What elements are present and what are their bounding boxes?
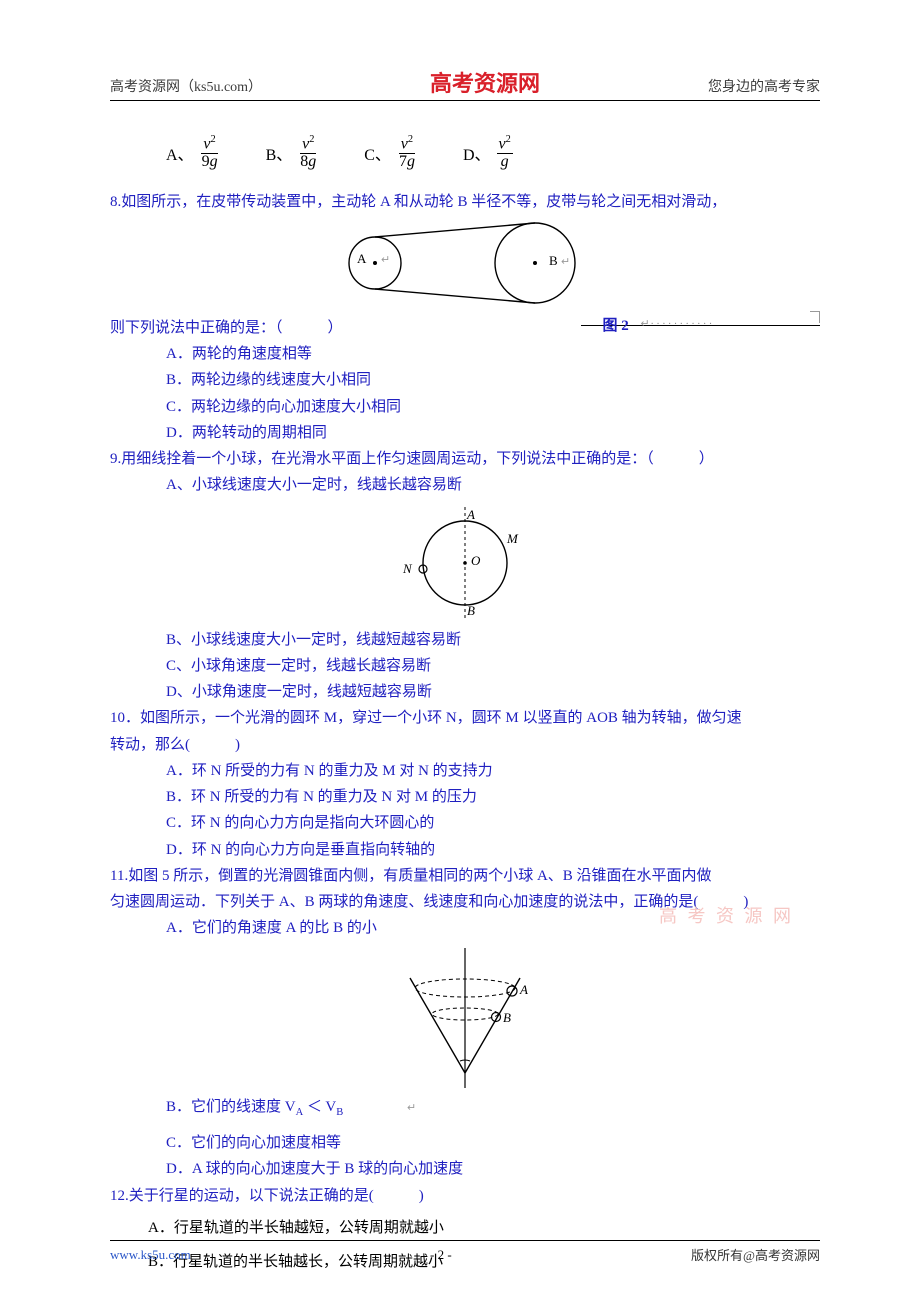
fig2-subtext: · · · · · · · · · · · [651, 319, 713, 330]
q10-stem: 10．如图所示，一个光滑的圆环 M，穿过一个小环 N，圆环 M 以竖直的 AOB… [110, 705, 820, 731]
cone-label-a: A [520, 982, 528, 998]
q7-options: A、 v2 9g B、 v2 8g C、 v2 7g D、 v2 g [110, 135, 820, 171]
q10-opt-d: D．环 N 的向心力方向是垂直指向转轴的 [110, 837, 820, 863]
q7-option-b: B、 v2 8g [266, 135, 319, 171]
q10-opt-c: C．环 N 的向心力方向是指向大环圆心的 [110, 810, 820, 836]
header-logo-text: 高考资源网 [430, 66, 540, 98]
fig2-enter: ↵ [641, 317, 650, 330]
footer-url: www.ks5u.com [110, 1247, 191, 1263]
q12-opt-a: A．行星轨道的半长轴越短，公转周期就越小 [110, 1215, 820, 1241]
q8-figure: A ↵ B ↵ [110, 219, 820, 307]
ring-label-n: N [403, 561, 412, 577]
cone-diagram-svg [390, 948, 540, 1088]
q11-b-enter: ↵ [407, 1102, 416, 1114]
q8-opt-a: A．两轮的角速度相等 [110, 341, 820, 367]
q7-option-a: A、 v2 9g [166, 135, 220, 171]
q9-opt-c: C、小球角速度一定时，线越长越容易断 [110, 653, 820, 679]
q11-opt-d: D．A 球的向心加速度大于 B 球的向心加速度 [110, 1156, 820, 1182]
watermark-text: 高 考 资 源 网 [659, 902, 794, 928]
q9-opt-b: B、小球线速度大小一定时，线越短越容易断 [110, 627, 820, 653]
q11-opt-c: C．它们的向心加速度相等 [110, 1130, 820, 1156]
q8-opt-b: B．两轮边缘的线速度大小相同 [110, 367, 820, 393]
q7-b-fraction: v2 8g [298, 135, 318, 171]
ring-label-b: B [467, 603, 475, 619]
q11-stem: 11.如图 5 所示，倒置的光滑圆锥面内侧，有质量相同的两个小球 A、B 沿锥面… [110, 863, 820, 889]
q7-a-fraction: v2 9g [200, 135, 220, 171]
q8-opt-c: C．两轮边缘的向心加速度大小相同 [110, 394, 820, 420]
q9-opt-d: D、小球角速度一定时，线越短越容易断 [110, 679, 820, 705]
q11-b-pre: B．它们的线速度 V [166, 1099, 296, 1115]
q12-stem: 12.关于行星的运动，以下说法正确的是( ) [110, 1183, 820, 1209]
enter-sym-b: ↵ [561, 255, 570, 268]
q8-stem2-text: 则下列说法中正确的是： [110, 320, 275, 336]
ring-diagram-svg [395, 503, 535, 623]
wheel-a-label: A [357, 251, 366, 267]
q9-opt-a: A、小球线速度大小一定时，线越长越容易断 [110, 472, 820, 498]
q8-stem: 8.如图所示，在皮带传动装置中，主动轮 A 和从动轮 B 半径不等，皮带与轮之间… [110, 189, 820, 215]
q7-d-num: v [499, 135, 506, 152]
footer-copyright: 版权所有@高考资源网 [691, 1245, 820, 1264]
q8-fig-label-area: 图 2 ↵ · · · · · · · · · · · [351, 311, 820, 341]
q7-d-label: D、 [463, 141, 491, 165]
q7-option-d: D、 v2 g [463, 135, 513, 171]
q9-figure: A B M N O [110, 503, 820, 623]
enter-sym-a: ↵ [381, 253, 390, 266]
fig2-corner-mark [810, 311, 820, 323]
q11-figure: A B [110, 948, 820, 1088]
q7-b-label: B、 [266, 141, 293, 165]
q8-blank: （ ） [275, 320, 343, 336]
q11-b-subB: B [336, 1107, 343, 1118]
q10-opt-a: A．环 N 所受的力有 N 的重力及 M 对 N 的支持力 [110, 758, 820, 784]
page-footer: www.ks5u.com - 2 - 版权所有@高考资源网 [110, 1240, 820, 1264]
q11-b-mid: ＜ V [303, 1099, 336, 1115]
q7-a-num: v [203, 135, 210, 152]
wheel-b-label: B [549, 253, 558, 269]
page-header: 高考资源网（ks5u.com） 高考资源网 您身边的高考专家 [110, 64, 820, 101]
q8-opt-d: D．两轮转动的周期相同 [110, 420, 820, 446]
q7-option-c: C、 v2 7g [364, 135, 417, 171]
ring-label-a: A [467, 507, 475, 523]
q8-stem2: 则下列说法中正确的是：（ ） [110, 315, 343, 341]
q7-c-num: v [401, 135, 408, 152]
ring-label-m: M [507, 531, 518, 547]
q7-d-fraction: v2 g [497, 135, 513, 171]
cone-label-b: B [503, 1010, 511, 1026]
footer-page-num: - 2 - [430, 1247, 452, 1263]
q7-c-fraction: v2 7g [397, 135, 417, 171]
header-left: 高考资源网（ks5u.com） [110, 76, 262, 96]
q10-opt-b: B．环 N 所受的力有 N 的重力及 N 对 M 的压力 [110, 784, 820, 810]
header-right: 您身边的高考专家 [708, 76, 820, 96]
q11-opt-b: B．它们的线速度 VA ＜ VB ↵ [110, 1094, 820, 1122]
q10-stem2: 转动，那么( ) [110, 732, 820, 758]
q7-c-label: C、 [364, 141, 391, 165]
q7-a-label: A、 [166, 141, 194, 165]
ring-label-o: O [471, 553, 480, 569]
q9-stem: 9.用细线拴着一个小球，在光滑水平面上作匀速圆周运动，下列说法中正确的是：（ ） [110, 446, 820, 472]
q8-fig-label: 图 2 [603, 314, 629, 335]
